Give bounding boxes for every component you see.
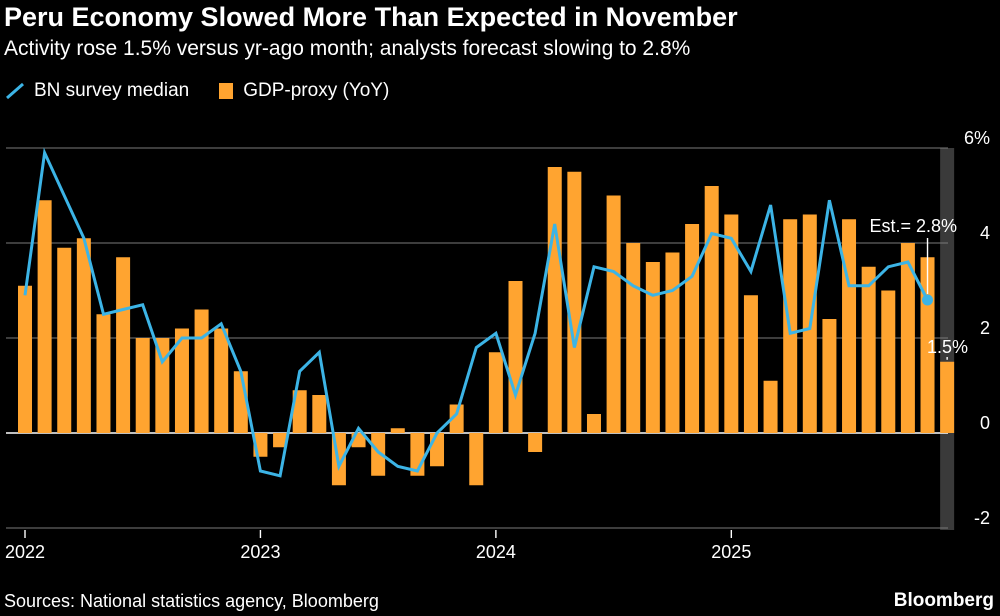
bar	[606, 195, 621, 433]
legend-label-survey: BN survey median	[34, 80, 190, 101]
x-tick-label: 2025	[711, 542, 751, 562]
line-end-dot	[922, 294, 934, 306]
bar	[586, 414, 601, 433]
source-note: Sources: National statistics agency, Blo…	[4, 591, 379, 611]
legend-item-survey: BN survey median	[4, 80, 189, 102]
bar	[842, 219, 857, 433]
bar	[763, 380, 778, 433]
bar	[57, 247, 72, 433]
bar	[371, 433, 386, 476]
bar	[685, 224, 700, 433]
bar	[547, 167, 562, 433]
bar	[76, 238, 91, 433]
y-tick-label: 0	[980, 413, 990, 433]
chart-title: Peru Economy Slowed More Than Expected i…	[4, 2, 738, 32]
bar	[528, 433, 543, 452]
chart-subtitle: Activity rose 1.5% versus yr-ago month; …	[4, 37, 691, 60]
bar	[861, 266, 876, 433]
bar	[155, 338, 170, 433]
bar	[135, 338, 150, 433]
bar	[18, 285, 32, 433]
bar	[273, 433, 288, 448]
legend-label-gdp: GDP-proxy (YoY)	[243, 80, 390, 101]
bar	[704, 186, 719, 433]
bar	[665, 252, 680, 433]
bar	[449, 404, 464, 433]
bar	[37, 200, 52, 433]
bar	[488, 352, 503, 433]
bar	[940, 361, 955, 433]
bar	[645, 262, 660, 433]
bar	[430, 433, 445, 467]
annotation-estimate: Est.= 2.8%	[869, 216, 957, 236]
bar	[116, 257, 131, 433]
y-tick-label: 6%	[964, 128, 990, 148]
series-line	[23, 147, 929, 478]
bar	[567, 171, 582, 433]
bar	[626, 243, 641, 433]
bar	[743, 295, 758, 433]
chart-legend: BN survey median GDP-proxy (YoY)	[4, 80, 419, 102]
bar	[508, 281, 523, 433]
x-tick-label: 2024	[476, 542, 516, 562]
bar	[312, 395, 327, 433]
line-swatch-icon	[6, 82, 24, 100]
bar	[174, 328, 189, 433]
bar	[390, 428, 405, 433]
y-tick-label: 4	[980, 223, 990, 243]
bar	[214, 328, 229, 433]
bar	[822, 319, 837, 433]
x-tick-label: 2022	[5, 542, 45, 562]
bar	[724, 214, 739, 433]
y-tick-label: 2	[980, 318, 990, 338]
bar-swatch-icon	[219, 83, 234, 99]
brand-logo: Bloomberg	[893, 590, 994, 611]
bar	[900, 243, 915, 433]
legend-item-gdp: GDP-proxy (YoY)	[219, 80, 389, 102]
bar	[881, 290, 896, 433]
bar	[292, 390, 307, 433]
bar	[96, 314, 111, 433]
x-tick-label: 2023	[240, 542, 280, 562]
bar	[469, 433, 484, 486]
annotation-actual: 1.5%	[927, 337, 968, 357]
y-tick-label: -2	[974, 508, 990, 528]
bar	[194, 309, 209, 433]
